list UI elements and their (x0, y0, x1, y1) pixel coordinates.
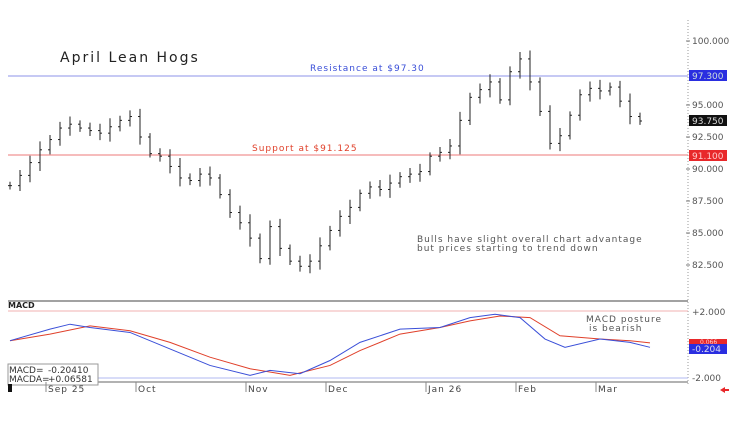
x-labels: Sep 25 Oct Nov Dec Jan 26 Feb Mar (45, 382, 618, 395)
x-tick-label: Sep 25 (48, 385, 85, 395)
y-tick-label: 87.500 (692, 197, 724, 207)
last-price-tag (689, 115, 727, 126)
y-tick-label: 85.000 (692, 229, 724, 239)
macd-tag (689, 344, 727, 354)
y-tick-label: 82.500 (692, 261, 724, 271)
last-price-tag-text: 93.750 (692, 117, 724, 127)
x-tick-label: Mar (598, 385, 618, 395)
x-tick-label: Oct (138, 385, 157, 395)
scroll-start-marker[interactable] (8, 384, 12, 392)
macd-comment-2: is bearish (589, 324, 642, 334)
macda-tag (689, 339, 727, 344)
x-tick-label: Nov (248, 385, 269, 395)
y-tick-label: 92.500 (692, 133, 724, 143)
y-ticks: 100.000 95.000 92.500 90.000 87.500 85.000 82.… (686, 37, 729, 271)
macd-comment-1: MACD posture (586, 315, 662, 325)
macd-ytick-bottom: -2.000 (692, 374, 721, 384)
macda-tag-text: 0.066 (700, 339, 717, 346)
macd-ytick-top: +2.000 (692, 308, 726, 318)
x-tick-label: Jan 26 (427, 385, 462, 395)
x-tick-label: Feb (518, 385, 537, 395)
x-tick-label: Dec (328, 385, 348, 395)
comment-line-1: Bulls have slight overall chart advantag… (417, 235, 643, 245)
support-tag (689, 150, 727, 161)
support-tag-text: 91.100 (692, 152, 724, 162)
macd-line (9, 313, 651, 376)
comment-line-2: but prices starting to trend down (417, 244, 599, 254)
readout-macd-value: -0.20410 (48, 366, 89, 376)
y-tick-label: 100.000 (692, 37, 729, 47)
macd-readout-box (7, 363, 99, 386)
arrow-left-icon[interactable] (720, 387, 729, 393)
chart-title: April Lean Hogs (60, 50, 200, 66)
resistance-tag (689, 70, 727, 81)
y-tick-label: 90.000 (692, 165, 724, 175)
resistance-tag-text: 97.300 (692, 72, 724, 82)
support-label: Support at $91.125 (252, 144, 358, 154)
price-bars (8, 50, 642, 274)
y-tick-label: 95.000 (692, 101, 724, 111)
readout-macda-value: +0.06581 (48, 375, 93, 385)
readout-macda-label: MACDA= (9, 375, 50, 385)
resistance-label: Resistance at $97.30 (310, 64, 425, 74)
readout-macd-label: MACD= (9, 366, 44, 376)
macda-line (9, 315, 651, 376)
macd-tag-text: -0.204 (692, 345, 721, 355)
macd-label: MACD (8, 301, 35, 310)
